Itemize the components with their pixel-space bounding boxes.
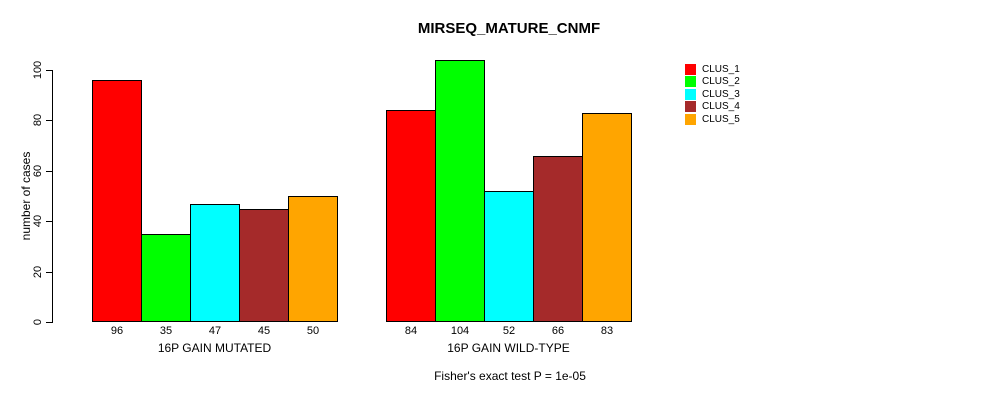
legend-label: CLUS_1 — [702, 63, 740, 75]
y-axis-line — [52, 70, 53, 323]
group-label: 16P GAIN MUTATED — [157, 341, 272, 355]
legend-label: CLUS_3 — [702, 88, 740, 100]
y-tick — [46, 120, 53, 121]
bar-value-label: 83 — [600, 325, 614, 337]
bar-value-label: 52 — [502, 325, 516, 337]
y-axis-label: number of cases — [19, 151, 33, 241]
y-tick-label: 0 — [32, 318, 44, 326]
y-tick-label: 20 — [32, 265, 44, 279]
bar-clus_4-group2 — [533, 156, 583, 322]
bar-value-label: 35 — [159, 325, 173, 337]
chart-title: MIRSEQ_MATURE_CNMF — [417, 20, 601, 37]
legend-swatch-clus_3 — [685, 88, 696, 100]
bar-value-label: 66 — [551, 325, 565, 337]
y-tick-label: 100 — [32, 60, 44, 80]
bar-value-label: 45 — [257, 325, 271, 337]
y-tick-label: 60 — [32, 164, 44, 178]
legend-label: CLUS_2 — [702, 76, 740, 87]
bar-value-label: 47 — [208, 325, 222, 337]
bar-clus_1-group2 — [386, 110, 436, 322]
y-tick-label: 80 — [32, 113, 44, 127]
legend-label: CLUS_5 — [702, 113, 740, 125]
fisher-test-annotation: Fisher's exact test P = 1e-05 — [434, 369, 586, 383]
bar-clus_5-group1 — [288, 196, 338, 322]
legend-item-clus_4: CLUS_4 — [685, 101, 740, 113]
bar-value-label: 84 — [404, 325, 418, 337]
y-tick — [46, 272, 53, 273]
y-tick — [46, 171, 53, 172]
legend-label: CLUS_4 — [702, 101, 740, 112]
legend-item-clus_2: CLUS_2 — [685, 76, 740, 88]
bar-clus_2-group1 — [141, 234, 191, 322]
legend-swatch-clus_4 — [685, 101, 696, 112]
bar-clus_1-group1 — [92, 80, 142, 322]
legend-swatch-clus_2 — [685, 76, 696, 87]
bar-clus_3-group1 — [190, 204, 240, 322]
bar-value-label: 96 — [110, 325, 124, 337]
bar-clus_2-group2 — [435, 60, 485, 322]
bar-clus_4-group1 — [239, 209, 289, 322]
bar-clus_5-group2 — [582, 113, 632, 322]
legend-item-clus_3: CLUS_3 — [685, 88, 740, 100]
group-label: 16P GAIN WILD-TYPE — [447, 341, 570, 355]
y-tick — [46, 322, 53, 323]
bar-value-label: 50 — [306, 325, 320, 337]
legend-item-clus_1: CLUS_1 — [685, 63, 740, 75]
bar-value-label: 104 — [450, 325, 470, 337]
legend-swatch-clus_5 — [685, 113, 696, 125]
y-tick — [46, 221, 53, 222]
y-tick-label: 40 — [32, 214, 44, 228]
y-tick — [46, 70, 53, 71]
legend-swatch-clus_1 — [685, 63, 696, 75]
legend-item-clus_5: CLUS_5 — [685, 113, 740, 125]
bar-clus_3-group2 — [484, 191, 534, 322]
